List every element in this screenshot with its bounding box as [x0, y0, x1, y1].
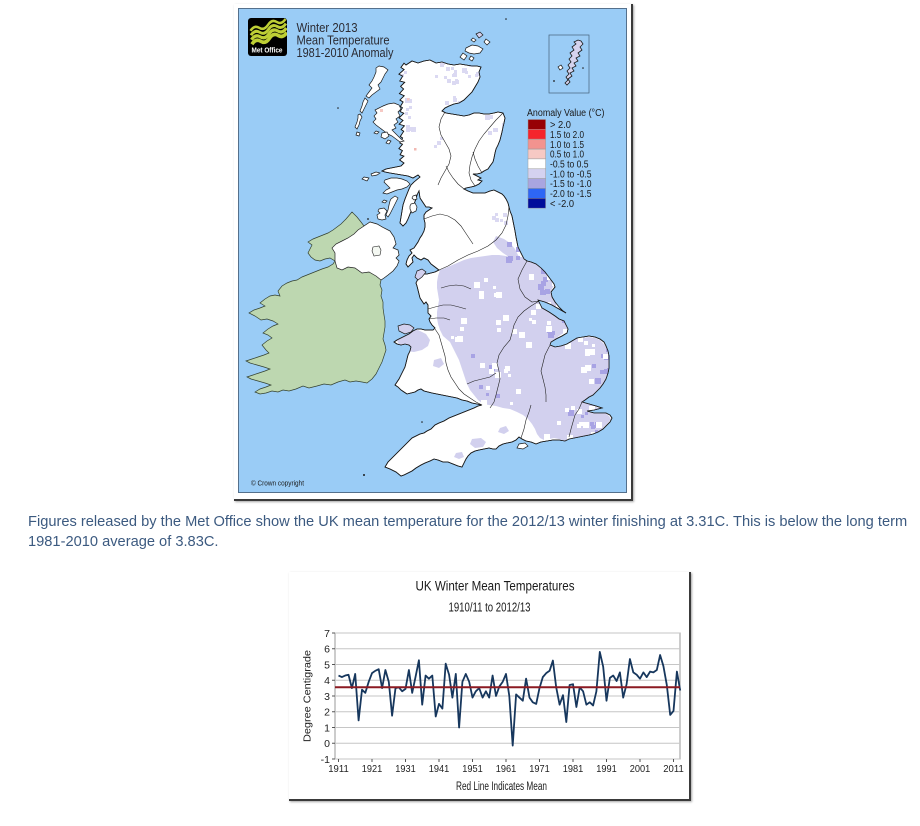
svg-text:1951: 1951	[462, 763, 483, 775]
svg-text:4: 4	[324, 675, 330, 687]
svg-text:-1: -1	[321, 754, 330, 766]
svg-text:6: 6	[324, 644, 330, 656]
svg-text:-1.0 to -0.5: -1.0 to -0.5	[550, 169, 592, 180]
svg-text:1911: 1911	[328, 763, 349, 775]
svg-text:-1.5 to -1.0: -1.5 to -1.0	[550, 179, 592, 190]
svg-text:1971: 1971	[529, 763, 550, 775]
svg-text:Mean Temperature: Mean Temperature	[297, 34, 390, 48]
svg-text:Winter 2013: Winter 2013	[297, 21, 358, 35]
svg-text:1.0 to 1.5: 1.0 to 1.5	[550, 140, 584, 151]
svg-text:1941: 1941	[429, 763, 450, 775]
svg-text:Degree Centigrade: Degree Centigrade	[302, 650, 314, 742]
svg-text:1.5 to 2.0: 1.5 to 2.0	[550, 130, 584, 141]
svg-text:-2.0 to -1.5: -2.0 to -1.5	[550, 189, 592, 200]
svg-text:7: 7	[324, 628, 330, 640]
svg-text:2011: 2011	[663, 763, 684, 775]
svg-text:3: 3	[324, 691, 330, 703]
svg-text:1981: 1981	[563, 763, 584, 775]
svg-text:UK Winter Mean Temperatures: UK Winter Mean Temperatures	[416, 579, 575, 594]
svg-text:1910/11 to 2012/13: 1910/11 to 2012/13	[449, 601, 531, 615]
svg-text:0.5 to 1.0: 0.5 to 1.0	[550, 150, 584, 161]
svg-text:-0.5 to 0.5: -0.5 to 0.5	[550, 160, 589, 171]
svg-text:1981-2010 Anomaly: 1981-2010 Anomaly	[297, 46, 395, 60]
svg-text:0: 0	[324, 738, 330, 750]
svg-text:< -2.0: < -2.0	[550, 199, 574, 210]
svg-text:5: 5	[324, 659, 330, 671]
svg-text:1: 1	[324, 722, 330, 734]
svg-text:> 2.0: > 2.0	[550, 120, 571, 131]
svg-text:1921: 1921	[362, 763, 383, 775]
svg-text:1931: 1931	[395, 763, 416, 775]
svg-text:1991: 1991	[596, 763, 617, 775]
svg-text:Anomaly Value (°C): Anomaly Value (°C)	[527, 108, 605, 119]
svg-text:Red Line Indicates Mean: Red Line Indicates Mean	[456, 781, 547, 793]
svg-text:Met Office: Met Office	[252, 48, 283, 55]
svg-text:2001: 2001	[630, 763, 651, 775]
svg-text:2: 2	[324, 707, 330, 719]
svg-text:1961: 1961	[496, 763, 517, 775]
svg-text:© Crown copyright: © Crown copyright	[251, 479, 305, 488]
